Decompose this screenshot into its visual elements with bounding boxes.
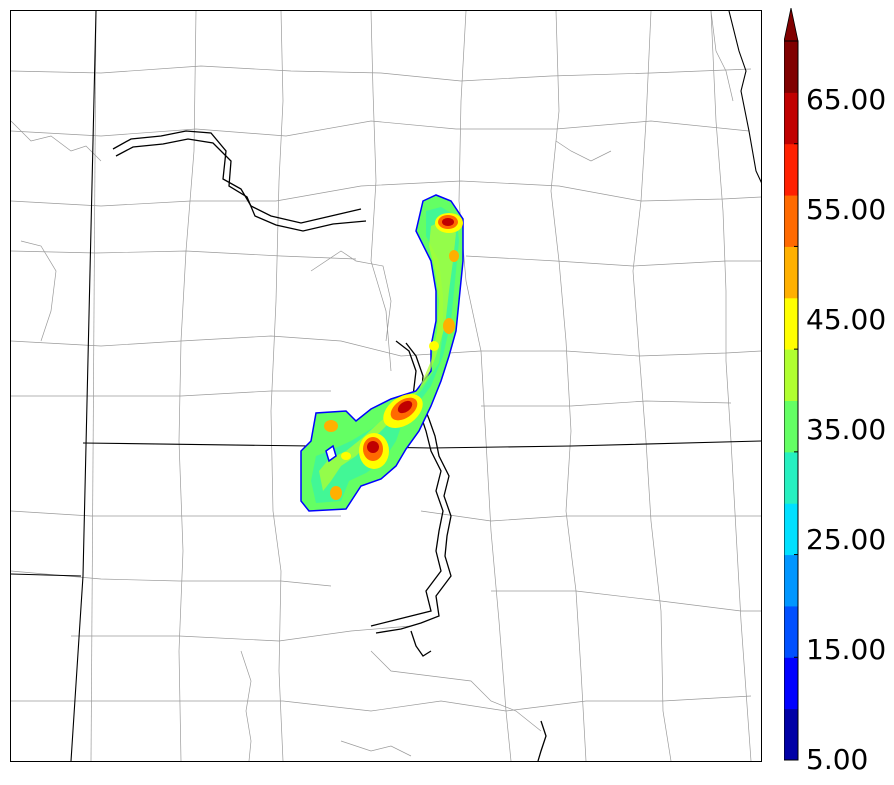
colorbar-bin bbox=[784, 41, 798, 93]
swath-hole bbox=[325, 444, 337, 463]
colorbar-label-15: 15.00 bbox=[806, 633, 887, 666]
colorbar-bin bbox=[784, 657, 798, 710]
colorbar-bin bbox=[784, 349, 798, 401]
colorbar-bin bbox=[784, 400, 798, 453]
cell-n2 bbox=[449, 250, 459, 262]
cell-south-red bbox=[367, 441, 379, 453]
map-canvas bbox=[11, 11, 761, 761]
swath-band-lime bbox=[319, 219, 456, 491]
colorbar-bin bbox=[784, 451, 798, 504]
colorbar-bin bbox=[784, 297, 798, 350]
colorbar-ticks bbox=[794, 40, 798, 761]
cell-west-c bbox=[341, 452, 351, 460]
colorbar-bin bbox=[784, 554, 798, 607]
colorbar-bin bbox=[784, 92, 798, 145]
cell-mid-red bbox=[397, 400, 413, 414]
state-boundaries bbox=[11, 11, 761, 761]
colorbar-bin bbox=[784, 246, 798, 299]
colorbar-label-5: 5.00 bbox=[806, 743, 869, 776]
colorbar-label-45: 45.00 bbox=[806, 303, 887, 336]
colorbar-label-25: 25.00 bbox=[806, 523, 887, 556]
cell-west-a bbox=[324, 420, 338, 432]
colorbar-bin bbox=[784, 605, 798, 658]
cell-n4 bbox=[429, 341, 439, 351]
swath-outline bbox=[300, 194, 464, 512]
county-boundaries bbox=[11, 11, 761, 761]
colorbar bbox=[784, 8, 799, 761]
colorbar-label-55: 55.00 bbox=[806, 193, 887, 226]
colorbar-label-65: 65.00 bbox=[806, 83, 887, 116]
colorbar-bins bbox=[784, 41, 798, 761]
cell-north-red bbox=[442, 218, 454, 226]
colorbar-extend-arrow bbox=[784, 8, 799, 42]
cell-n3 bbox=[443, 318, 455, 334]
colorbar-bin bbox=[784, 195, 798, 247]
map-panel bbox=[10, 10, 762, 762]
colorbar-bin bbox=[784, 143, 798, 196]
colorbar-frame bbox=[784, 40, 799, 761]
colorbar-bin bbox=[784, 708, 798, 761]
cell-west-b bbox=[330, 486, 342, 500]
colorbar-bin bbox=[784, 503, 798, 556]
reflectivity-swath bbox=[300, 194, 464, 512]
colorbar-label-35: 35.00 bbox=[806, 413, 887, 446]
